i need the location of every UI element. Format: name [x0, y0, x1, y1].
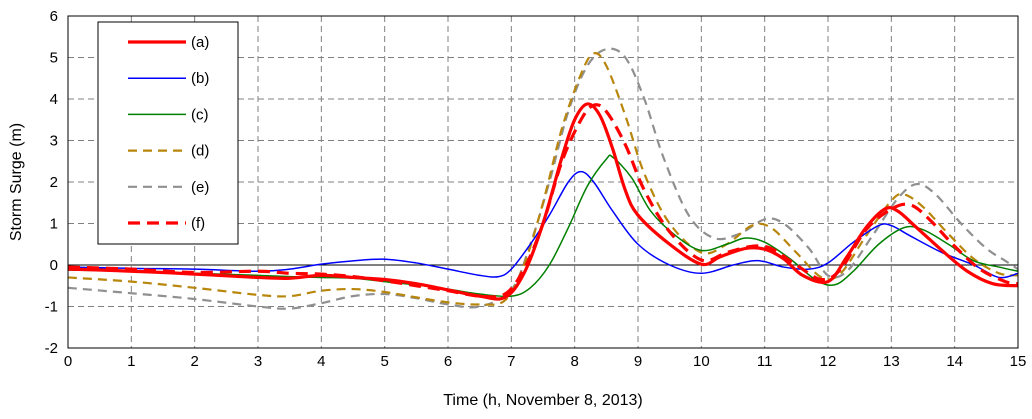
x-tick-label: 15 [1010, 353, 1027, 370]
x-tick-label: 13 [883, 353, 900, 370]
x-tick-label: 14 [946, 353, 963, 370]
y-tick-label: -1 [45, 299, 58, 316]
y-tick-label: 3 [50, 133, 58, 150]
x-tick-label: 2 [190, 353, 198, 370]
legend-label-d: (d) [191, 143, 209, 160]
x-tick-label: 9 [634, 353, 642, 370]
y-tick-label: 1 [50, 216, 58, 233]
y-tick-label: -2 [45, 340, 58, 357]
x-tick-label: 5 [380, 353, 388, 370]
legend-label-c: (c) [191, 106, 209, 123]
y-axis-title: Storm Surge (m) [8, 123, 25, 241]
legend: (a) (b) (c) (d) (e) (f) [97, 21, 239, 245]
series-line-d [67, 51, 1019, 306]
plot-frame [67, 15, 1019, 349]
legend-label-b: (b) [191, 70, 209, 87]
y-tick-label: 5 [50, 50, 58, 67]
x-tick-label: 10 [693, 353, 710, 370]
x-tick-label: 1 [127, 353, 135, 370]
x-tick-label: 6 [444, 353, 452, 370]
y-tick-label: 6 [50, 8, 58, 25]
legend-box [97, 21, 239, 245]
series-line-a [67, 102, 1019, 301]
legend-label-e: (e) [191, 179, 209, 196]
x-axis-title: Time (h, November 8, 2013) [443, 392, 642, 409]
x-tick-label: 8 [570, 353, 578, 370]
legend-label-f: (f) [191, 215, 205, 232]
series-line-e [67, 47, 1019, 310]
y-tick-label: 4 [50, 91, 58, 108]
x-tick-label: 4 [317, 353, 325, 370]
legend-label-a: (a) [191, 34, 209, 51]
y-tick-label: 2 [50, 174, 58, 191]
x-tick-label: 11 [757, 353, 773, 370]
x-tick-label: 12 [820, 353, 837, 370]
x-tick-label: 3 [254, 353, 262, 370]
x-tick-label: 0 [64, 353, 72, 370]
x-tick-label: 7 [507, 353, 515, 370]
series-layer [67, 47, 1019, 310]
series-line-b [67, 170, 1019, 279]
y-tick-label: 0 [50, 257, 58, 274]
